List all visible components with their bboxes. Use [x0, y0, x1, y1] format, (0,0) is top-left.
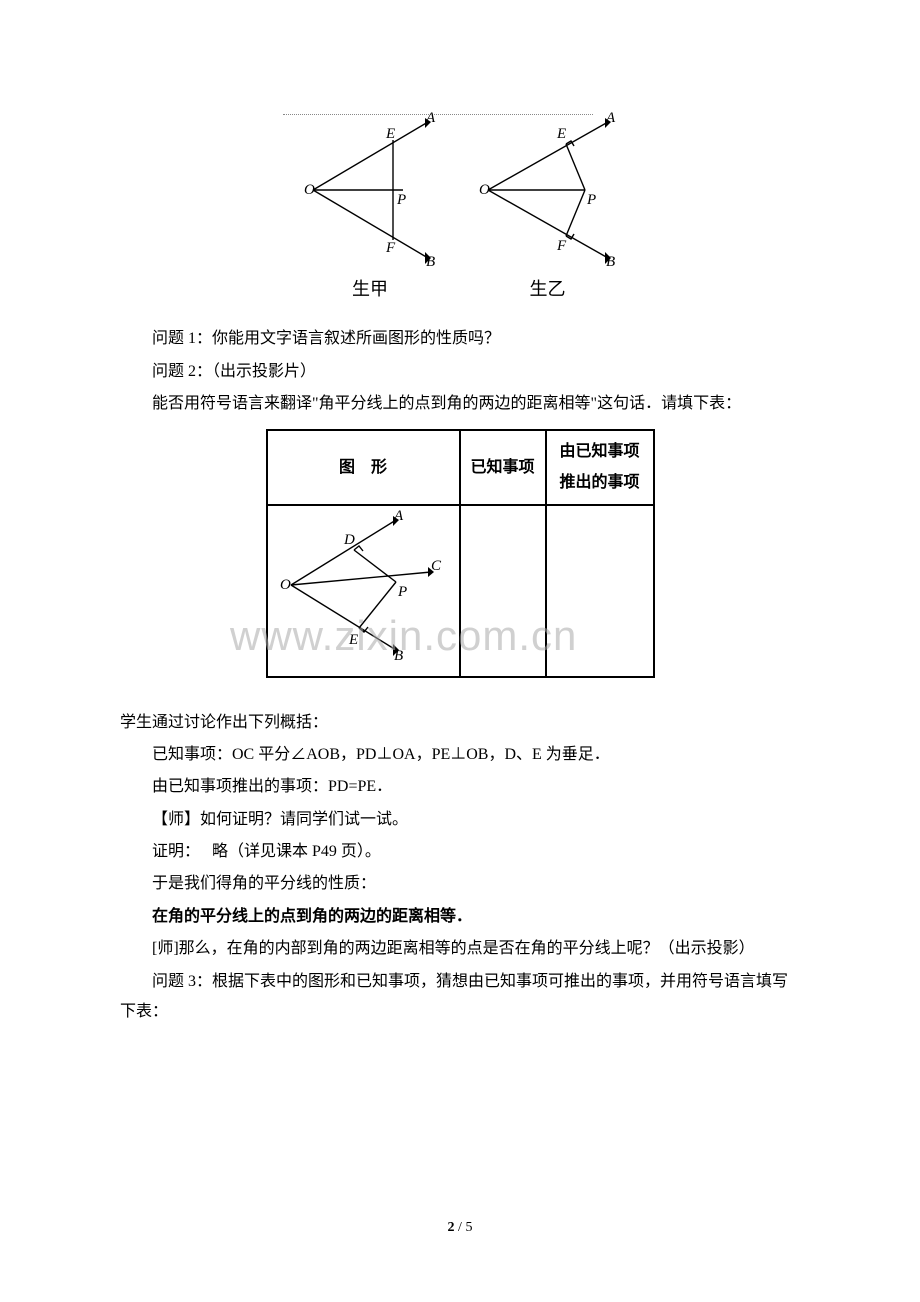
- tlabel-A: A: [393, 510, 404, 524]
- label-A: A: [425, 110, 436, 126]
- teacher-prompt-2: [师]那么，在角的内部到角的两边距离相等的点是否在角的平分线上呢？（出示投影）: [120, 934, 800, 964]
- table-1: 图 形 已知事项 由已知事项推出的事项: [266, 429, 655, 677]
- teacher-prompt-1: 【师】如何证明？请同学们试一试。: [120, 805, 800, 835]
- label-F: F: [556, 238, 567, 254]
- th-derived: 由已知事项推出的事项: [546, 430, 654, 505]
- page-number: 2: [448, 1220, 455, 1235]
- label-O: O: [304, 182, 315, 198]
- figure-student-2: O A B E F P 生乙: [473, 110, 623, 306]
- tlabel-O: O: [280, 577, 291, 593]
- figure-caption-1: 生甲: [298, 272, 443, 306]
- th-figure: 图 形: [267, 430, 460, 505]
- label-F: F: [385, 240, 396, 256]
- label-O: O: [479, 182, 490, 198]
- tlabel-E: E: [348, 632, 358, 648]
- label-A: A: [605, 110, 616, 126]
- property-statement: 在角的平分线上的点到角的两边的距离相等．: [120, 902, 800, 932]
- tlabel-B: B: [394, 648, 403, 660]
- table-1-wrap: 图 形 已知事项 由已知事项推出的事项: [120, 429, 800, 677]
- student-figures: O A B E F P 生甲 O A B E F: [120, 110, 800, 306]
- question-3: 问题 3：根据下表中的图形和已知事项，猜想由已知事项可推出的事项，并用符号语言填…: [120, 967, 800, 1028]
- question-2-body: 能否用符号语言来翻译"角平分线上的点到角的两边的距离相等"这句话．请填下表：: [120, 389, 800, 419]
- label-P: P: [396, 192, 406, 208]
- known-items: 已知事项：OC 平分∠AOB，PD⊥OA，PE⊥OB，D、E 为垂足．: [120, 740, 800, 770]
- conclusion-intro: 于是我们得角的平分线的性质：: [120, 869, 800, 899]
- tlabel-P: P: [397, 584, 407, 600]
- page-footer: 2 / 5: [0, 1215, 920, 1242]
- cell-figure: O A B C D E P: [267, 505, 460, 676]
- label-E: E: [556, 126, 566, 142]
- page-sep: /: [455, 1220, 466, 1235]
- figure-student-1: O A B E F P 生甲: [298, 110, 443, 306]
- tlabel-C: C: [431, 558, 442, 574]
- label-B: B: [606, 254, 615, 270]
- question-2: 问题 2：（出示投影片）: [120, 357, 800, 387]
- derived-items: 由已知事项推出的事项：PD=PE．: [120, 772, 800, 802]
- figure-caption-2: 生乙: [473, 272, 623, 306]
- label-B: B: [426, 254, 435, 270]
- proof-line: 证明： 略（详见课本 P49 页）。: [120, 837, 800, 867]
- label-E: E: [385, 126, 395, 142]
- page-total: 5: [465, 1220, 472, 1235]
- label-P: P: [586, 192, 596, 208]
- tlabel-D: D: [343, 532, 355, 548]
- cell-derived: [546, 505, 654, 676]
- cell-known: [460, 505, 546, 676]
- question-1: 问题 1：你能用文字语言叙述所画图形的性质吗？: [120, 324, 800, 354]
- th-known: 已知事项: [460, 430, 546, 505]
- discussion: 学生通过讨论作出下列概括：: [120, 708, 800, 738]
